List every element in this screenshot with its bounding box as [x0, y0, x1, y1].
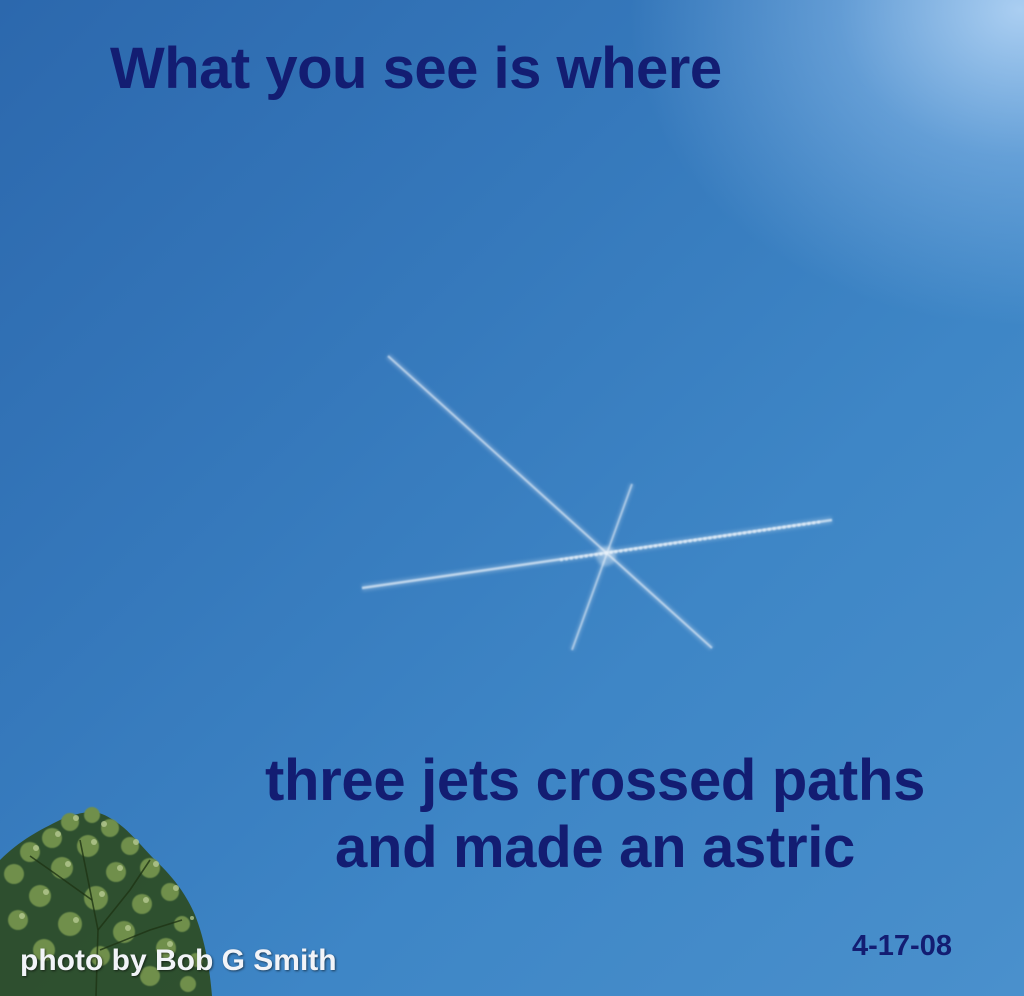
caption: three jets crossed paths and made an ast… — [180, 748, 1010, 881]
tree — [0, 807, 212, 996]
headline: What you see is where — [110, 36, 722, 101]
caption-line-1: three jets crossed paths — [264, 748, 926, 813]
caption-line-2: and made an astric — [334, 814, 856, 880]
contrail-diagonal — [385, 353, 715, 651]
contrail-steep — [569, 483, 635, 651]
photo-date: 4-17-08 — [852, 930, 952, 962]
photo-credit: photo by Bob G Smith — [20, 944, 337, 977]
contrails — [361, 353, 833, 651]
contrail-crossing — [596, 546, 616, 566]
